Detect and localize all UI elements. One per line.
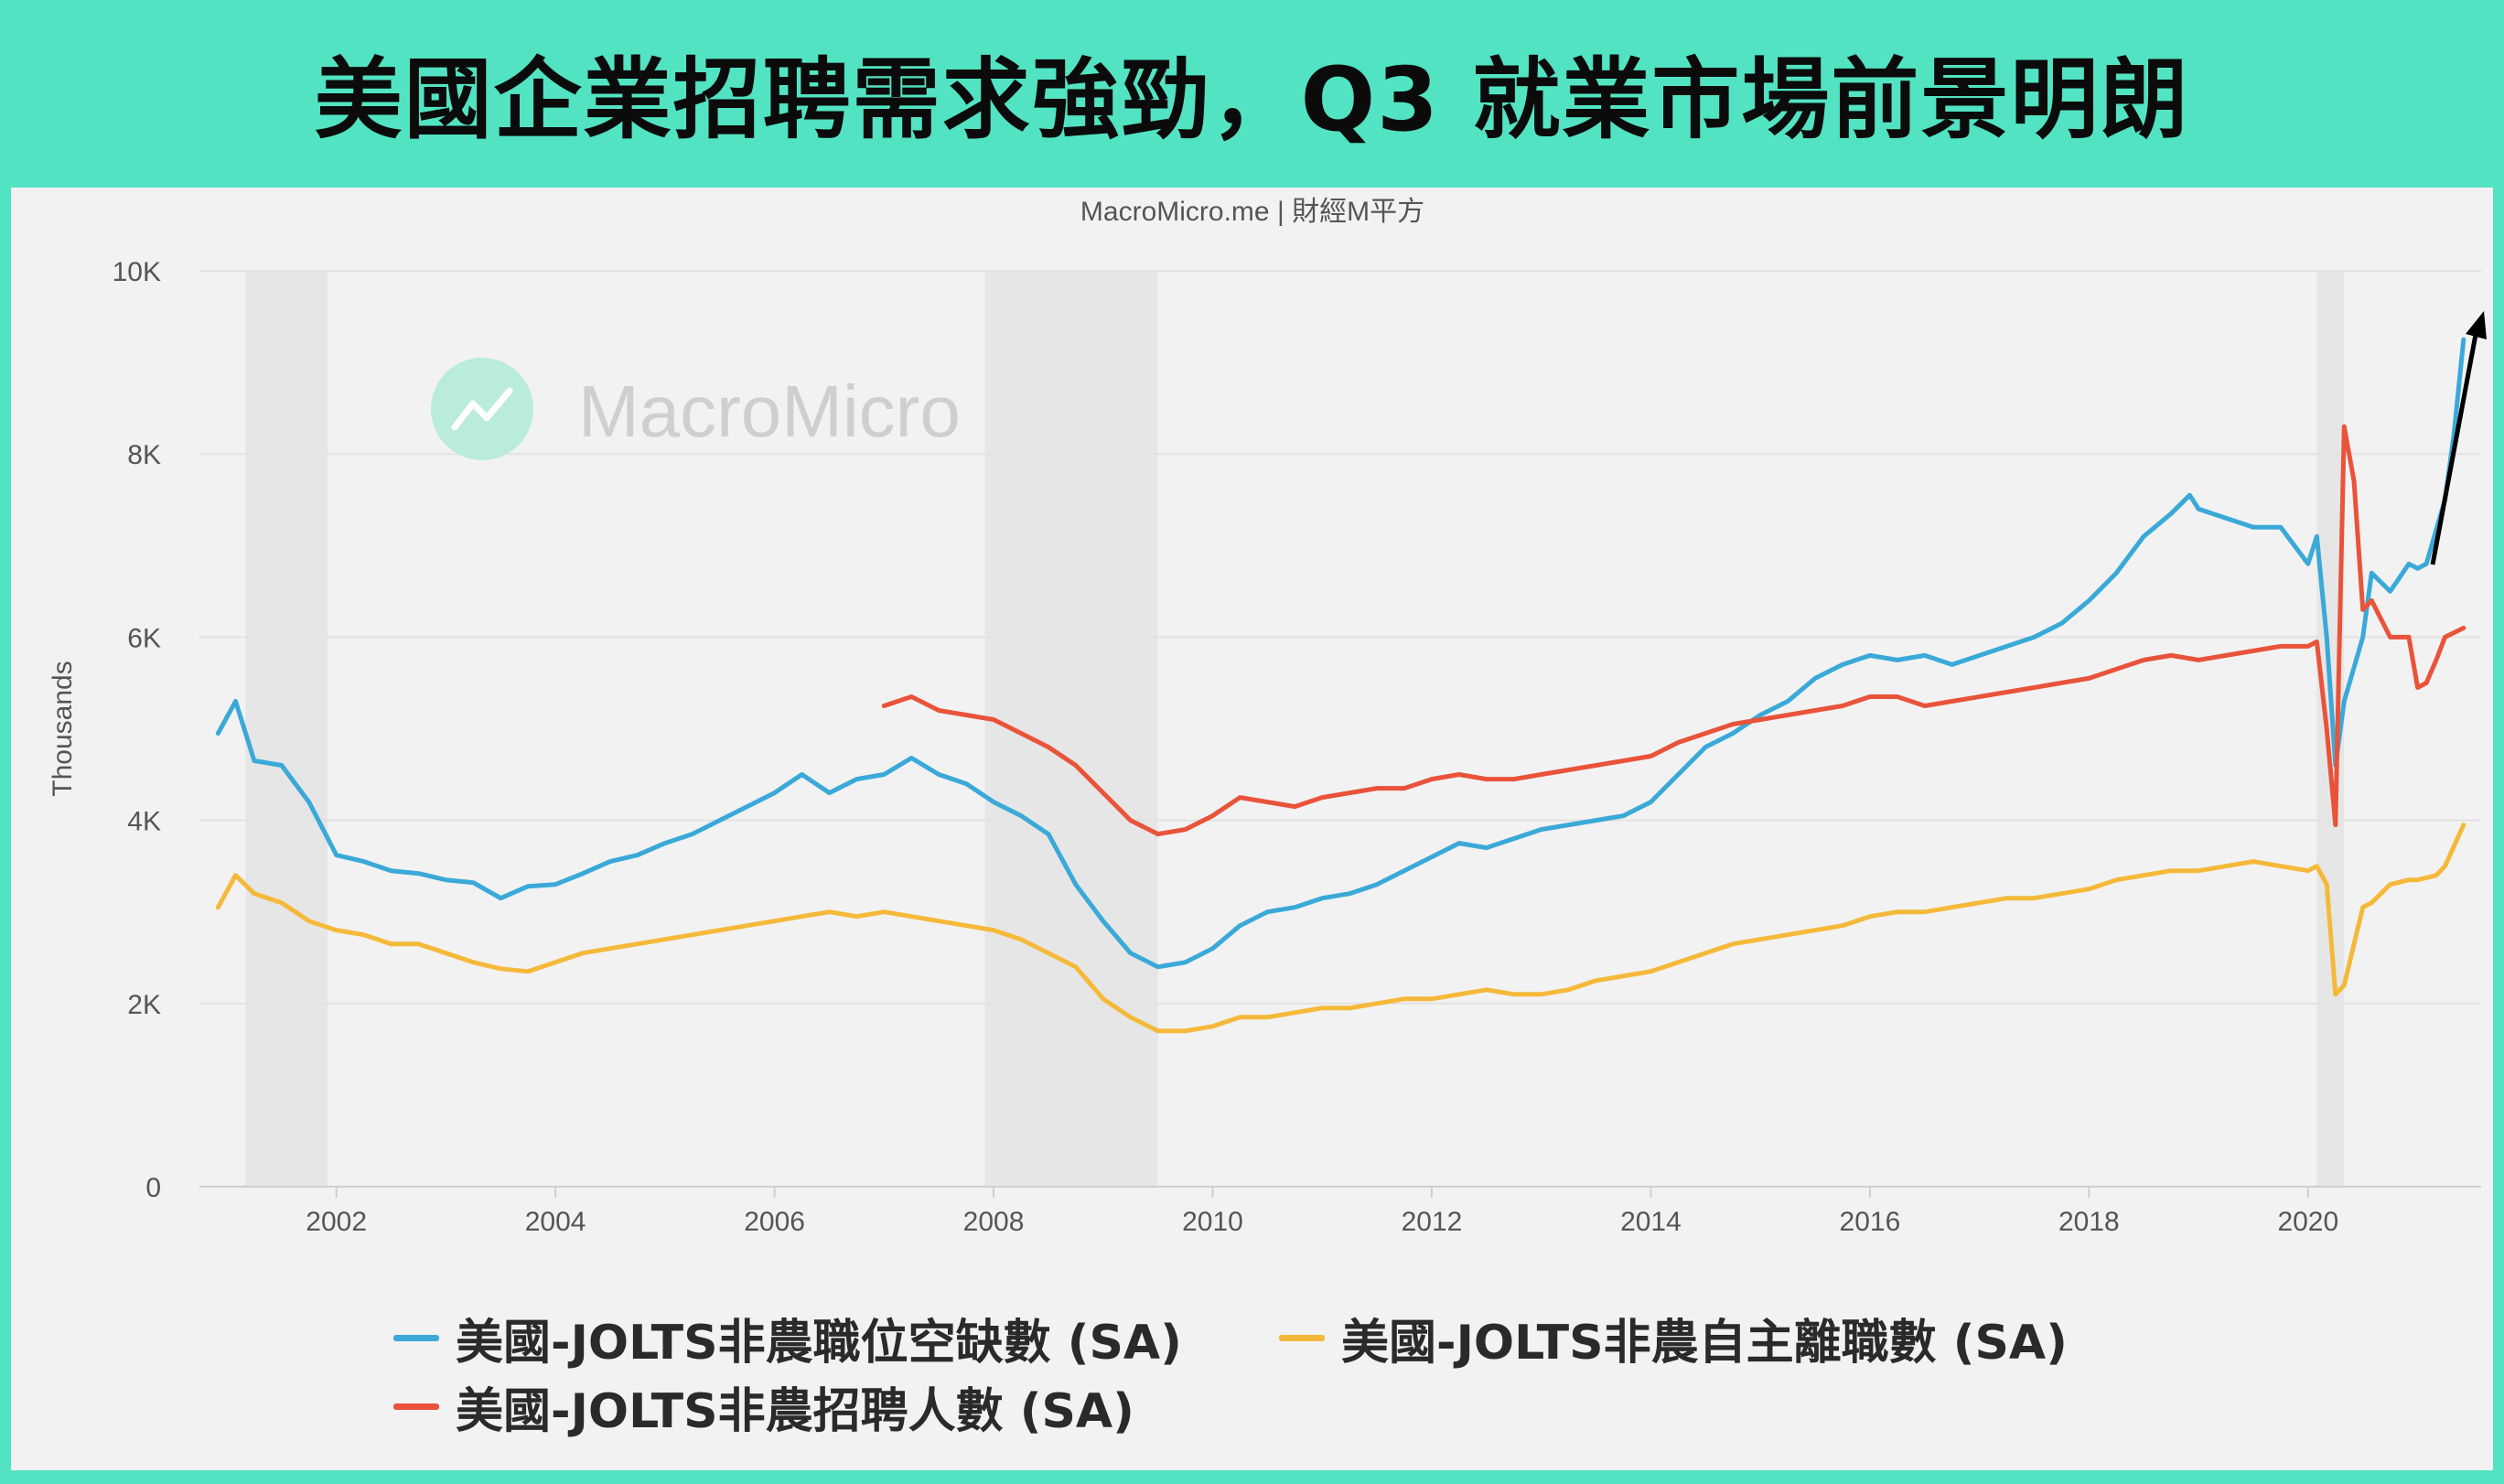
x-tick-label: 2004 <box>525 1207 586 1237</box>
legend-swatch-quits <box>1279 1335 1325 1341</box>
legend-swatch-job-openings <box>393 1335 439 1341</box>
x-tick-label: 2008 <box>963 1207 1025 1237</box>
legend-label-job-openings: 美國-JOLTS非農職位空缺數 (SA) <box>456 1316 1182 1371</box>
y-axis-label: Thousands <box>48 661 78 796</box>
recession-shading <box>245 271 2345 1187</box>
x-tick-label: 2012 <box>1402 1207 1463 1237</box>
axes: 0 2K 4K 6K 8K 10K 2002 2004 2006 2008 2010 2012 2014… <box>113 257 2481 1237</box>
y-tick-label: 4K <box>127 807 161 837</box>
y-tick-label: 8K <box>127 440 161 470</box>
legend-item-job-openings[interactable]: 美國-JOLTS非農職位空缺數 (SA) <box>393 1304 1182 1372</box>
chart-title: 美國企業招聘需求強勁，Q3 就業市場前景明朗 <box>314 48 2190 151</box>
x-tick-label: 2016 <box>1840 1207 1901 1237</box>
line-chart: 0 2K 4K 6K 8K 10K 2002 2004 2006 2008 2010 2012 2014… <box>48 197 2487 1237</box>
x-tick-label: 2018 <box>2058 1207 2120 1237</box>
trend-arrow <box>2430 311 2487 565</box>
chart-panel: 0 2K 4K 6K 8K 10K 2002 2004 2006 2008 2010 2012 2014… <box>11 188 2493 1470</box>
gridlines <box>199 270 2481 1005</box>
legend-item-hires[interactable]: 美國-JOLTS非農招聘人數 (SA) <box>393 1372 1134 1441</box>
series-line-hires <box>881 424 2466 837</box>
y-tick-label: 2K <box>127 990 161 1020</box>
legend-item-quits[interactable]: 美國-JOLTS非農自主離職數 (SA) <box>1279 1304 2068 1372</box>
series-line-job-openings <box>215 337 2466 970</box>
x-tick-label: 2002 <box>306 1207 367 1237</box>
y-tick-label: 10K <box>113 257 161 287</box>
x-tick-label: 2020 <box>2277 1207 2338 1237</box>
watermark-logo-line <box>451 387 513 431</box>
trend-arrow-shaft <box>2430 324 2480 565</box>
watermark-text: MacroMicro <box>578 371 961 452</box>
y-tick-label: 6K <box>127 623 161 653</box>
y-tick-label: 0 <box>145 1173 161 1203</box>
watermark: MacroMicro <box>431 358 961 460</box>
legend-label-quits: 美國-JOLTS非農自主離職數 (SA) <box>1341 1316 2068 1371</box>
x-tick-label: 2014 <box>1620 1207 1682 1237</box>
legend-swatch-hires <box>393 1403 439 1410</box>
trend-arrow-head <box>2466 311 2487 339</box>
series-lines <box>215 337 2466 1034</box>
legend-label-hires: 美國-JOLTS非農招聘人數 (SA) <box>456 1384 1134 1439</box>
recession-band-0 <box>245 271 328 1187</box>
series-line-quits <box>215 823 2466 1034</box>
x-tick-label: 2006 <box>744 1207 805 1237</box>
source-label: MacroMicro.me | 財經M平方 <box>1080 197 1424 227</box>
x-tick-label: 2010 <box>1182 1207 1243 1237</box>
